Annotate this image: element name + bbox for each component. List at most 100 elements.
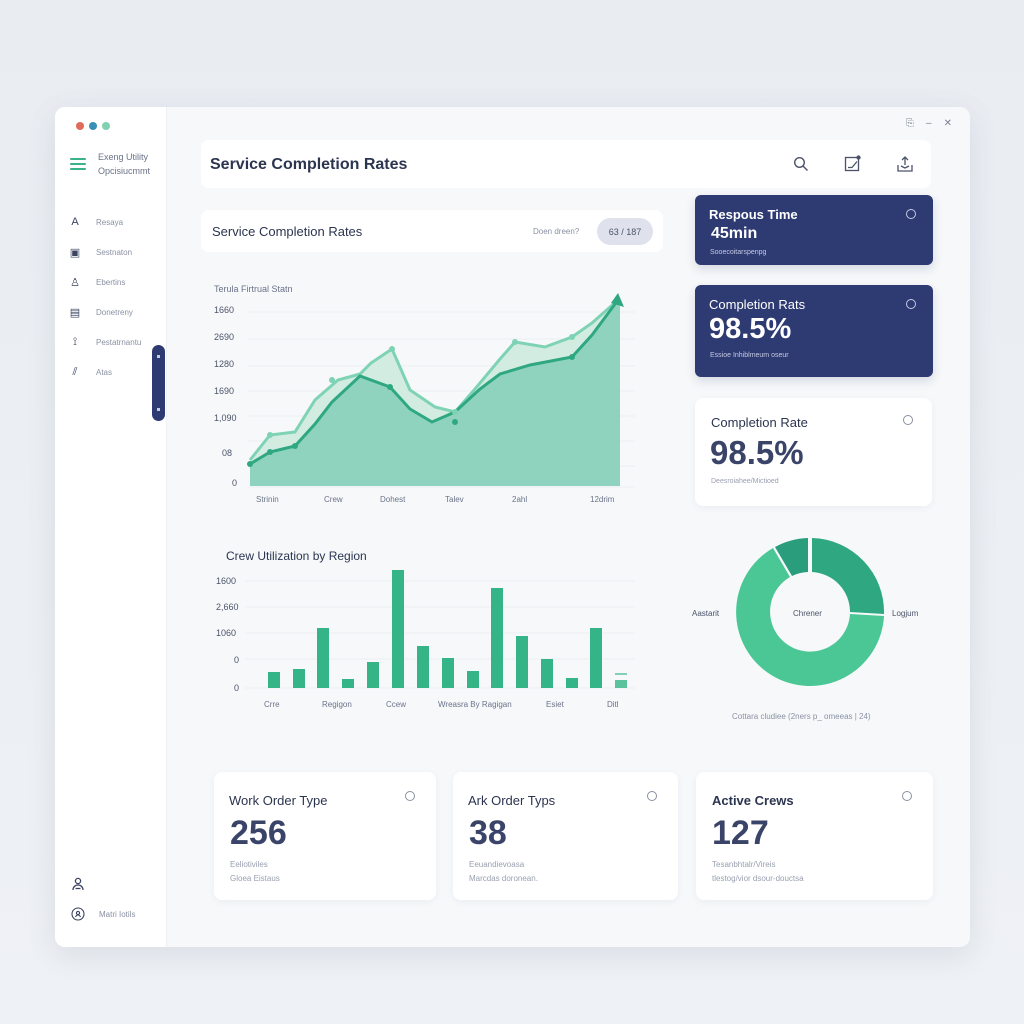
sidebar-item-5[interactable]: ⟟ Pestatrnantu <box>69 327 141 357</box>
menu-icon[interactable] <box>70 158 86 170</box>
profile-icon <box>71 907 85 921</box>
y-tick: 1280 <box>214 359 235 369</box>
x-tick: Regigon <box>322 700 352 709</box>
kpi-title: Completion Rats <box>709 297 806 312</box>
window-controls: ⎘ – ✕ <box>906 118 952 129</box>
sidebar-item-6[interactable]: ⫽ Atas <box>69 357 141 387</box>
app-window: Exeng Utility Opcisiucmmt A Resaya ▣ Ses… <box>55 107 970 947</box>
kpi-card-ank-orders[interactable]: Ark Order Typs 38 Eeuandievoasa Marcdas … <box>453 772 678 900</box>
y-tick: 1,090 <box>214 413 237 423</box>
brand: Exeng Utility Opcisiucmmt <box>70 150 150 178</box>
sidebar-scrollbar[interactable] <box>152 345 165 421</box>
kpi-value: 45min <box>711 225 758 242</box>
profile-button[interactable]: Matri Iotils <box>71 899 135 929</box>
y-tick: 1660 <box>214 305 235 315</box>
sidebar-item-label: Resaya <box>96 217 124 227</box>
window-traffic-lights <box>76 122 110 130</box>
kpi-subtitle: Eeuandievoasa <box>469 860 525 869</box>
sidebar-item-label: Pestatrnantu <box>96 337 142 347</box>
kpi-select-radio[interactable] <box>902 791 912 801</box>
y-tick: 1600 <box>216 576 237 586</box>
kpi-title: Respous Time <box>709 207 798 222</box>
y-tick: 08 <box>222 448 233 458</box>
y-tick: 0 <box>232 478 238 488</box>
kpi-value: 98.5% <box>709 313 792 345</box>
kpi-subtitle-2: tlestog/vior dsour-douctsa <box>712 874 804 883</box>
y-tick: 1060 <box>216 628 237 638</box>
sidebar-item-2[interactable]: ▣ Sestnaton <box>69 237 141 267</box>
edit-icon <box>844 155 861 172</box>
x-tick: Talev <box>445 495 464 504</box>
bar-chart-plot <box>245 570 635 689</box>
sidebar-item-1[interactable]: A Resaya <box>69 207 141 237</box>
donut-label-left: Aastarit <box>692 609 720 618</box>
kpi-card-completion-light[interactable]: Completion Rate 98.5% Deesroiahee/Mictio… <box>695 398 932 506</box>
chart-card-header: Service Completion Rates Doen dreen? 63 … <box>201 210 663 252</box>
kpi-subtitle: Sooecoitarspenpg <box>710 249 767 256</box>
page-title: Service Completion Rates <box>210 156 408 173</box>
search-button[interactable] <box>790 153 812 175</box>
profile-name: Matri Iotils <box>99 909 136 919</box>
letter-a-icon: A <box>71 216 79 228</box>
team-button[interactable] <box>71 869 135 899</box>
download-button[interactable] <box>894 153 916 175</box>
sidebar-item-3[interactable]: ♙ Ebertins <box>69 267 141 297</box>
maximize-dot[interactable] <box>102 122 110 130</box>
sidebar-item-4[interactable]: ▤ Donetreny <box>69 297 141 327</box>
search-icon <box>793 156 808 171</box>
kpi-subtitle-2: Marcdas doronean. <box>469 874 538 883</box>
range-pill[interactable]: 63 / 187 <box>597 218 653 245</box>
sidebar-footer: Matri Iotils <box>71 869 135 929</box>
edit-button[interactable] <box>842 153 864 175</box>
kpi-subtitle: Essioe Inhiblmeum oseur <box>710 352 789 359</box>
kpi-subtitle: Eeliotiviles <box>230 860 268 869</box>
y-tick: 2690 <box>214 332 235 342</box>
kpi-select-radio[interactable] <box>906 209 916 219</box>
close-icon[interactable]: ✕ <box>943 118 952 129</box>
inbox-icon: ▤ <box>69 306 81 319</box>
users-icon: ♙ <box>70 276 80 289</box>
kpi-subtitle-2: Gloea Eistaus <box>230 874 280 883</box>
kpi-card-active-crews[interactable]: Active Crews 127 Tesanbhtalr/Vireis tles… <box>696 772 933 900</box>
area-chart-plot <box>247 293 635 488</box>
y-tick: 0 <box>234 683 240 693</box>
brand-line-2: Opcisiucmmt <box>98 166 151 176</box>
kpi-select-radio[interactable] <box>405 791 415 801</box>
runner-icon: ⟟ <box>72 335 78 348</box>
area-chart: Terula Firtrual Statn 1660 2690 1280 169… <box>200 277 640 512</box>
download-icon <box>897 156 913 172</box>
chart-line-icon: ⫽ <box>72 365 78 378</box>
kpi-subtitle: Deesroiahee/Mictioed <box>711 478 779 485</box>
close-dot[interactable] <box>76 122 84 130</box>
kpi-card-completion-dark[interactable]: Completion Rats 98.5% Essioe Inhiblmeum … <box>695 285 933 377</box>
kpi-title: Ark Order Typs <box>468 793 556 808</box>
x-tick: Wreasra By Ragigan <box>438 700 512 709</box>
chart-card-meta: Doen dreen? <box>533 227 580 236</box>
restore-icon[interactable]: ⎘ <box>906 118 915 129</box>
x-tick: 2ahl <box>512 495 528 504</box>
donut-label-right: Logjum <box>892 609 919 618</box>
donut-plot <box>736 538 885 687</box>
kpi-value: 38 <box>469 814 507 852</box>
kpi-value: 127 <box>712 814 769 852</box>
kpi-card-work-orders[interactable]: Work Order Type 256 Eeliotiviles Gloea E… <box>214 772 436 900</box>
kpi-select-radio[interactable] <box>647 791 657 801</box>
x-tick: 12drim <box>590 495 615 504</box>
kpi-card-response-time[interactable]: Respous Time 45min Sooecoitarspenpg <box>695 195 933 265</box>
chart-card-title: Service Completion Rates <box>212 224 363 239</box>
kpi-select-radio[interactable] <box>906 299 916 309</box>
minimize-icon[interactable]: – <box>926 118 932 129</box>
sidebar: Exeng Utility Opcisiucmmt A Resaya ▣ Ses… <box>55 107 167 947</box>
x-tick: Strinin <box>256 495 279 504</box>
y-tick: 1690 <box>214 386 235 396</box>
sidebar-item-label: Sestnaton <box>96 247 133 257</box>
x-tick: Crew <box>324 495 343 504</box>
x-tick: Crre <box>264 700 280 709</box>
kpi-select-radio[interactable] <box>903 415 913 425</box>
kpi-title: Completion Rate <box>711 415 808 430</box>
minimize-dot[interactable] <box>89 122 97 130</box>
kpi-subtitle: Tesanbhtalr/Vireis <box>712 860 776 869</box>
x-tick: Ditl <box>607 700 619 709</box>
brand-line-1: Exeng Utility <box>98 152 149 162</box>
header-toolbar <box>790 153 916 175</box>
